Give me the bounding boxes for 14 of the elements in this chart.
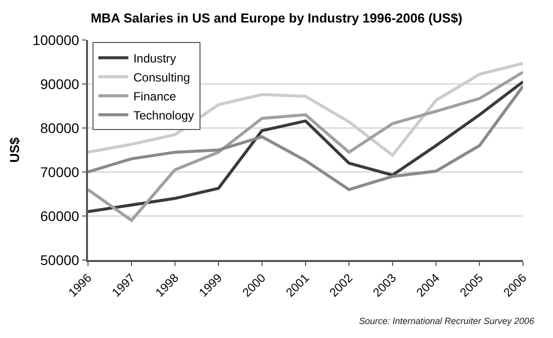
legend-label: Consulting bbox=[133, 70, 190, 84]
y-tick-label: 100000 bbox=[32, 32, 80, 48]
y-axis-title: US$ bbox=[6, 136, 22, 163]
source-note: Source: International Recruiter Survey 2006 bbox=[359, 316, 534, 326]
y-tick-label: 50000 bbox=[40, 252, 80, 268]
y-tick-label: 60000 bbox=[40, 208, 80, 224]
legend-label: Finance bbox=[133, 89, 176, 104]
line-series bbox=[88, 84, 523, 192]
chart-title: MBA Salaries in US and Europe by Industry 1996-2006 (US$) bbox=[90, 10, 462, 26]
y-tick-label: 80000 bbox=[40, 120, 80, 136]
y-tick-label: 90000 bbox=[40, 76, 80, 92]
legend-label: Technology bbox=[133, 108, 194, 122]
legend-label: Industry bbox=[133, 51, 176, 66]
y-tick-label: 70000 bbox=[40, 164, 80, 180]
